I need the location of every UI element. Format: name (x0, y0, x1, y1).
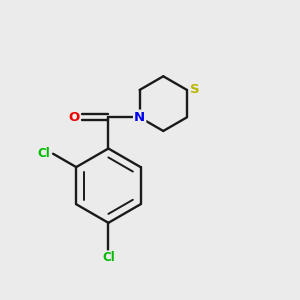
Text: S: S (190, 83, 200, 97)
Text: N: N (134, 111, 145, 124)
Text: Cl: Cl (102, 251, 115, 264)
Text: O: O (68, 111, 80, 124)
Text: Cl: Cl (37, 147, 50, 160)
Text: N: N (134, 111, 145, 124)
